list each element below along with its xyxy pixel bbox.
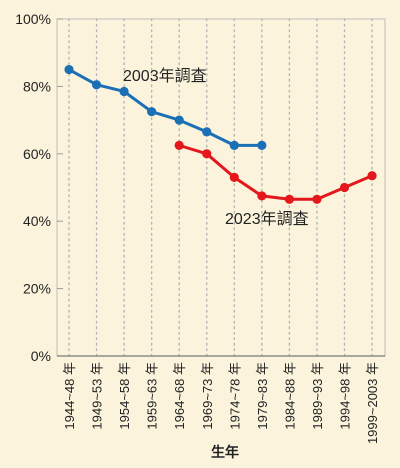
x-tick-label: 1954~58 年 bbox=[117, 362, 132, 430]
series-line bbox=[178, 143, 373, 201]
data-point bbox=[257, 191, 267, 201]
data-point bbox=[202, 127, 212, 137]
data-point bbox=[64, 64, 74, 75]
x-tick-label: 1964~68 年 bbox=[172, 362, 187, 430]
data-point bbox=[339, 182, 350, 193]
y-tick-label: 60% bbox=[23, 146, 51, 162]
y-tick-label: 100% bbox=[15, 11, 51, 27]
x-tick-label: 1999~2003 年 bbox=[365, 362, 380, 444]
axes: 0% 20% 40% 60% 80% 100% 1944~48 年 1949~53 年 1954… bbox=[15, 11, 385, 444]
x-axis-title: 生年 bbox=[211, 444, 239, 460]
x-tick-label: 1969~73 年 bbox=[200, 362, 215, 430]
data-point bbox=[147, 107, 157, 117]
series bbox=[64, 64, 377, 204]
x-tick-label: 1944~48 年 bbox=[62, 362, 77, 430]
y-tick-label: 0% bbox=[31, 348, 51, 364]
data-point bbox=[257, 140, 267, 150]
data-point bbox=[119, 86, 129, 97]
data-point bbox=[284, 194, 294, 204]
x-tick-label: 1984~88 年 bbox=[282, 362, 297, 430]
series-label: 2003年調査 bbox=[123, 67, 207, 85]
x-tick-label: 1959~63 年 bbox=[145, 362, 160, 430]
x-tick-label: 1994~98 年 bbox=[338, 362, 353, 430]
data-point bbox=[202, 149, 212, 159]
y-tick-label: 40% bbox=[23, 213, 51, 229]
series-line bbox=[68, 68, 262, 147]
data-point bbox=[229, 172, 239, 182]
data-point bbox=[229, 140, 239, 150]
labels: 2003年調査 2023年調査 bbox=[123, 67, 309, 228]
x-tick-label: 1989~93 年 bbox=[310, 362, 325, 430]
data-point bbox=[174, 140, 184, 150]
plot-frame bbox=[56, 18, 386, 357]
x-tick-label: 1979~83 年 bbox=[255, 362, 270, 430]
data-point bbox=[174, 115, 184, 125]
x-tick-label: 1949~53 年 bbox=[90, 362, 105, 430]
data-point bbox=[91, 80, 102, 90]
grid bbox=[56, 18, 386, 357]
data-point bbox=[312, 194, 322, 204]
y-tick-label: 20% bbox=[23, 281, 51, 297]
data-point bbox=[367, 171, 377, 181]
x-tick-label: 1974~78 年 bbox=[227, 362, 242, 430]
y-tick-label: 80% bbox=[23, 78, 51, 94]
series-label: 2023年調査 bbox=[225, 210, 309, 228]
